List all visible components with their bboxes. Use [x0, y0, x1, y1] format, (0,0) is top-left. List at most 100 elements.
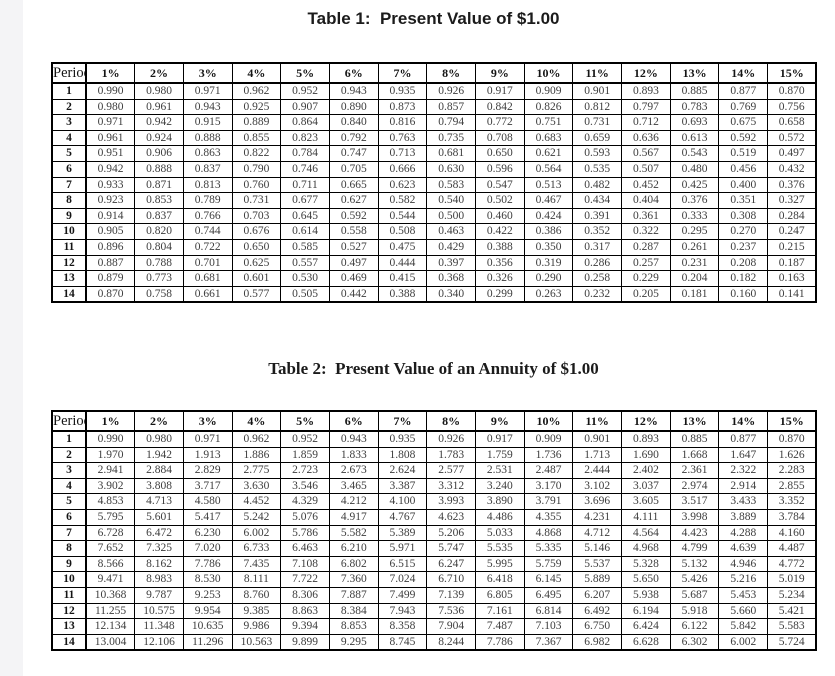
value-cell: 8.358 [377, 618, 428, 635]
rate-column-header: 5% [280, 62, 330, 84]
table-row: 8 0.923 0.853 0.789 0.731 0.677 0.627 0.582 0.54… [51, 192, 817, 209]
value-cell: 0.621 [523, 145, 574, 162]
value-cell: 1.647 [718, 446, 769, 464]
value-cell: 0.322 [621, 223, 671, 240]
value-cell: 5.759 [523, 555, 574, 573]
value-cell: 5.747 [426, 540, 476, 557]
value-cell: 13.004 [85, 633, 136, 651]
value-cell: 0.893 [621, 430, 671, 448]
value-cell: 0.756 [767, 98, 817, 116]
value-cell: 8.983 [134, 571, 184, 588]
rate-column-header: 11% [572, 410, 623, 432]
value-cell: 0.442 [328, 285, 379, 303]
rate-column-header: 2% [134, 410, 184, 432]
value-cell: 0.319 [523, 254, 574, 272]
value-cell: 0.677 [280, 192, 330, 209]
value-cell: 5.328 [621, 555, 671, 573]
value-cell: 5.938 [621, 586, 671, 604]
table-row: 1 0.990 0.980 0.971 0.962 0.952 0.943 0.935 0.92… [51, 82, 817, 100]
value-cell: 0.935 [377, 82, 428, 100]
value-cell: 0.943 [328, 82, 379, 100]
value-cell: 0.853 [134, 192, 184, 209]
period-cell: 11 [51, 238, 87, 256]
value-cell: 0.658 [767, 114, 817, 131]
value-cell: 7.435 [231, 555, 282, 573]
value-cell: 5.889 [572, 571, 623, 588]
value-cell: 0.424 [523, 207, 574, 225]
value-cell: 9.471 [85, 571, 136, 588]
period-cell: 8 [51, 540, 87, 557]
value-cell: 0.822 [231, 145, 282, 162]
value-cell: 0.907 [280, 98, 330, 116]
value-cell: 0.681 [426, 145, 476, 162]
value-cell: 0.790 [231, 160, 282, 178]
value-cell: 0.772 [475, 114, 525, 131]
value-cell: 4.639 [718, 540, 769, 557]
value-cell: 8.530 [182, 571, 233, 588]
value-cell: 0.877 [718, 430, 769, 448]
value-cell: 0.270 [718, 223, 769, 240]
value-cell: 7.652 [85, 540, 136, 557]
value-cell: 0.915 [182, 114, 233, 131]
value-cell: 3.890 [475, 493, 525, 510]
present-value-table: Period1%2%3%4%5%6%7%8%9%10%11%12%13%14%1… [51, 62, 818, 304]
value-cell: 1.833 [328, 446, 379, 464]
rate-column-header: 15% [767, 410, 817, 432]
table-row: 9 8.566 8.162 7.786 7.435 7.108 6.802 6.515 6.24… [51, 555, 817, 573]
value-cell: 4.452 [231, 493, 282, 510]
value-cell: 4.111 [621, 508, 671, 526]
value-cell: 2.673 [328, 462, 379, 479]
value-cell: 2.914 [718, 477, 769, 495]
value-cell: 0.596 [475, 160, 525, 178]
period-cell: 2 [51, 98, 87, 116]
value-cell: 0.731 [231, 192, 282, 209]
value-cell: 0.513 [523, 176, 574, 194]
value-cell: 6.495 [523, 586, 574, 604]
value-cell: 0.141 [767, 285, 817, 303]
value-cell: 7.360 [328, 571, 379, 588]
rate-column-header: 10% [523, 62, 574, 84]
value-cell: 0.456 [718, 160, 769, 178]
value-cell: 7.499 [377, 586, 428, 604]
rate-column-header: 1% [85, 62, 136, 84]
table2-title: Table 2: Present Value of an Annuity of … [268, 359, 599, 378]
value-cell: 3.312 [426, 477, 476, 495]
period-cell: 8 [51, 192, 87, 209]
value-cell: 0.708 [475, 129, 525, 147]
value-cell: 6.802 [328, 555, 379, 573]
value-cell: 6.418 [475, 571, 525, 588]
value-cell: 9.253 [182, 586, 233, 604]
value-cell: 5.583 [767, 618, 817, 635]
value-cell: 4.713 [134, 493, 184, 510]
value-cell: 0.870 [85, 285, 136, 303]
value-cell: 9.385 [231, 602, 282, 620]
period-column-header: Period [51, 62, 87, 84]
value-cell: 5.019 [767, 571, 817, 588]
value-cell: 0.943 [182, 98, 233, 116]
value-cell: 0.676 [231, 223, 282, 240]
value-cell: 0.917 [475, 430, 525, 448]
rate-column-header: 14% [718, 62, 769, 84]
period-cell: 14 [51, 633, 87, 651]
rate-column-header: 13% [669, 410, 720, 432]
value-cell: 0.879 [85, 270, 136, 287]
value-cell: 0.530 [280, 270, 330, 287]
value-cell: 2.361 [669, 462, 720, 479]
value-cell: 0.583 [426, 176, 476, 194]
value-cell: 4.968 [621, 540, 671, 557]
value-cell: 0.962 [231, 82, 282, 100]
value-cell: 0.885 [669, 82, 720, 100]
value-cell: 3.546 [280, 477, 330, 495]
table-row: 12 0.887 0.788 0.701 0.625 0.557 0.497 0.444 0.3… [51, 254, 817, 272]
period-cell: 13 [51, 618, 87, 635]
value-cell: 0.614 [280, 223, 330, 240]
period-cell: 6 [51, 508, 87, 526]
value-cell: 0.746 [280, 160, 330, 178]
table-row: 14 0.870 0.758 0.661 0.577 0.505 0.442 0.388 0.3… [51, 285, 817, 303]
period-cell: 9 [51, 207, 87, 225]
value-cell: 0.261 [669, 238, 720, 256]
rate-column-header: 4% [231, 410, 282, 432]
page-left-margin-strip [0, 0, 23, 676]
value-cell: 2.723 [280, 462, 330, 479]
